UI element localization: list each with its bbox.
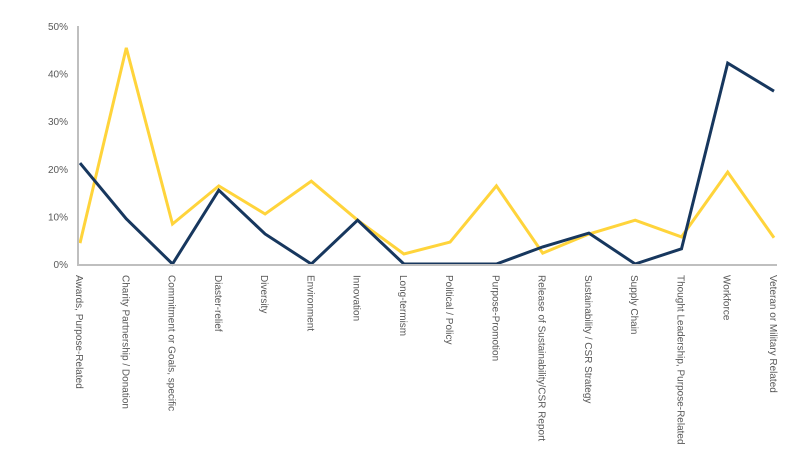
x-category-label: Supply Chain bbox=[628, 275, 639, 334]
y-tick-label: 50% bbox=[48, 22, 68, 33]
x-category-label: Commitment or Goals, specific bbox=[166, 275, 177, 411]
x-category-label: Purpose-Promotion bbox=[489, 275, 500, 361]
x-category-label: Veteran or Military Related bbox=[767, 275, 778, 393]
y-tick-label: 40% bbox=[48, 70, 68, 81]
series-line bbox=[78, 47, 776, 256]
y-tick-label: 20% bbox=[48, 165, 68, 176]
x-category-label: Charity Partnership / Donation bbox=[119, 275, 130, 409]
x-category-label: Sustainability / CSR Strategy bbox=[582, 275, 593, 403]
x-axis-labels: Awards, Purpose-Related Charity Partnersh… bbox=[73, 275, 778, 445]
y-tick-label: 0% bbox=[54, 260, 69, 271]
x-category-label: Release of Sustainability/CSR Report bbox=[536, 275, 547, 441]
y-tick-label: 30% bbox=[48, 117, 68, 128]
x-category-label: Thought Leadership, Purpose-Related bbox=[674, 275, 685, 445]
x-category-label: Long-termism bbox=[397, 275, 408, 336]
x-category-label: Workforce bbox=[721, 275, 732, 321]
x-category-label: Diversity bbox=[258, 275, 269, 313]
y-axis-ticks: 0% 10% 20% 30% 40% 50% bbox=[48, 22, 68, 271]
y-tick-label: 10% bbox=[48, 212, 68, 223]
x-category-label: Environment bbox=[304, 275, 315, 331]
x-category-label: Innovation bbox=[351, 275, 362, 321]
chart-series bbox=[78, 47, 776, 267]
x-category-label: Diaster-relief bbox=[212, 275, 223, 332]
x-category-label: Awards, Purpose-Related bbox=[73, 275, 84, 389]
x-category-label: Political / Policy bbox=[443, 275, 454, 344]
